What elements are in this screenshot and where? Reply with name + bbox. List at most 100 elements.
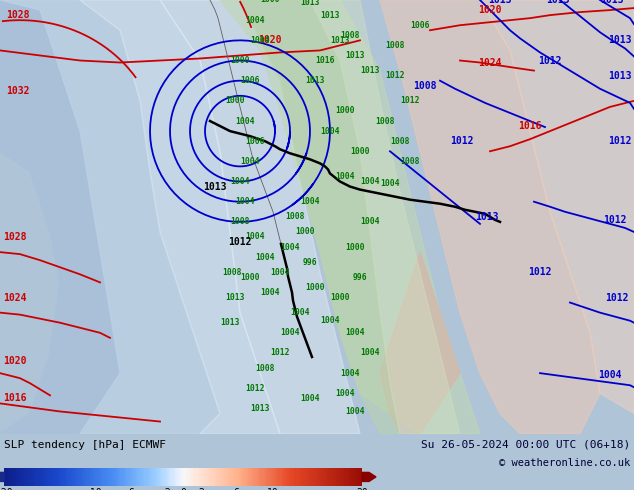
Text: Su 26-05-2024 00:00 UTC (06+18): Su 26-05-2024 00:00 UTC (06+18) xyxy=(421,440,630,450)
Text: 1013: 1013 xyxy=(305,76,325,85)
Text: 1008: 1008 xyxy=(375,117,395,125)
Text: 1004: 1004 xyxy=(360,177,380,186)
Polygon shape xyxy=(80,0,280,434)
Text: 996: 996 xyxy=(353,273,367,282)
Text: 1008: 1008 xyxy=(400,157,420,166)
Text: 1012: 1012 xyxy=(605,293,629,302)
Text: 1013: 1013 xyxy=(301,0,320,6)
Text: 1008: 1008 xyxy=(340,31,359,40)
Text: 1004: 1004 xyxy=(346,328,365,337)
Text: 1000: 1000 xyxy=(305,283,325,292)
Text: 1012: 1012 xyxy=(228,237,252,247)
Text: 1028: 1028 xyxy=(6,10,30,20)
Text: 1006: 1006 xyxy=(410,21,430,30)
Text: 1004: 1004 xyxy=(270,268,290,277)
Polygon shape xyxy=(0,0,120,434)
Text: 1004: 1004 xyxy=(346,407,365,416)
Text: 1004: 1004 xyxy=(250,36,269,45)
Text: 1004: 1004 xyxy=(360,348,380,358)
Text: 1004: 1004 xyxy=(245,16,265,24)
Text: 1008: 1008 xyxy=(413,81,437,91)
Text: 1012: 1012 xyxy=(270,348,290,358)
Text: 1020: 1020 xyxy=(258,35,281,46)
Text: 1013: 1013 xyxy=(608,35,631,46)
Text: 1000: 1000 xyxy=(240,273,260,282)
Polygon shape xyxy=(160,0,360,434)
Text: 6: 6 xyxy=(234,488,240,490)
Text: 1004: 1004 xyxy=(260,288,280,297)
Text: 1020: 1020 xyxy=(478,5,501,15)
Text: 1000: 1000 xyxy=(335,106,355,116)
Text: 1013: 1013 xyxy=(547,0,570,5)
Text: 1008: 1008 xyxy=(223,268,242,277)
Text: 1004: 1004 xyxy=(380,179,400,188)
Text: 1008: 1008 xyxy=(391,137,410,146)
FancyArrow shape xyxy=(0,472,4,482)
Text: 1008: 1008 xyxy=(285,212,305,221)
Text: 996: 996 xyxy=(302,258,317,267)
Text: 1024: 1024 xyxy=(478,57,501,68)
Polygon shape xyxy=(0,0,220,434)
Text: 1013: 1013 xyxy=(488,0,512,5)
Text: 1000: 1000 xyxy=(346,243,365,251)
Text: 1004: 1004 xyxy=(290,308,310,317)
Text: 1013: 1013 xyxy=(330,36,350,45)
Text: 1006: 1006 xyxy=(240,76,260,85)
Text: 1004: 1004 xyxy=(230,177,250,186)
Text: 1013: 1013 xyxy=(204,182,227,192)
Text: -20: -20 xyxy=(0,488,13,490)
Text: 1013: 1013 xyxy=(320,11,340,20)
Text: 1000: 1000 xyxy=(260,0,280,4)
Text: 1004: 1004 xyxy=(335,389,355,398)
Text: 1004: 1004 xyxy=(320,316,340,325)
Text: 1006: 1006 xyxy=(245,137,265,146)
Text: 1020: 1020 xyxy=(3,356,27,366)
Text: 1032: 1032 xyxy=(6,86,30,96)
Text: 1012: 1012 xyxy=(385,71,404,80)
Text: 1013: 1013 xyxy=(476,212,499,222)
Text: 1004: 1004 xyxy=(235,117,255,125)
FancyArrow shape xyxy=(362,472,376,482)
Polygon shape xyxy=(240,0,400,434)
Text: 10: 10 xyxy=(267,488,278,490)
Text: 1004: 1004 xyxy=(598,370,622,380)
Text: 1004: 1004 xyxy=(301,394,320,403)
Text: 1008: 1008 xyxy=(230,218,250,226)
Text: 1013: 1013 xyxy=(608,71,631,81)
Text: 1000: 1000 xyxy=(225,97,245,105)
Text: 1004: 1004 xyxy=(240,157,260,166)
Text: -2: -2 xyxy=(159,488,171,490)
Text: 0: 0 xyxy=(180,488,186,490)
Text: SLP tendency [hPa] ECMWF: SLP tendency [hPa] ECMWF xyxy=(4,440,166,450)
Text: 1004: 1004 xyxy=(280,243,300,251)
Text: 1004: 1004 xyxy=(245,232,265,242)
Text: 1028: 1028 xyxy=(3,232,27,242)
Polygon shape xyxy=(310,0,460,434)
Text: © weatheronline.co.uk: © weatheronline.co.uk xyxy=(499,458,630,468)
Polygon shape xyxy=(220,0,480,434)
Text: 1000: 1000 xyxy=(350,147,370,156)
Text: 1016: 1016 xyxy=(518,121,541,131)
Text: 1013: 1013 xyxy=(600,0,624,5)
Text: 1012: 1012 xyxy=(603,215,627,225)
Text: 1012: 1012 xyxy=(608,136,631,146)
Text: 1013: 1013 xyxy=(220,318,240,327)
Text: 1004: 1004 xyxy=(301,197,320,206)
Text: 1004: 1004 xyxy=(360,218,380,226)
Text: 1004: 1004 xyxy=(335,172,355,181)
Text: 1004: 1004 xyxy=(320,126,340,136)
Text: 1004: 1004 xyxy=(256,253,275,262)
Text: 1004: 1004 xyxy=(235,197,255,206)
Text: 1012: 1012 xyxy=(245,384,265,393)
Text: 1024: 1024 xyxy=(3,293,27,302)
Text: 1013: 1013 xyxy=(250,404,269,413)
Text: -6: -6 xyxy=(124,488,135,490)
Text: 1012: 1012 xyxy=(538,55,562,66)
Text: 2: 2 xyxy=(198,488,204,490)
Text: 1004: 1004 xyxy=(280,328,300,337)
Text: 1004: 1004 xyxy=(340,368,359,378)
Text: 1000: 1000 xyxy=(230,56,250,65)
Text: 1008: 1008 xyxy=(256,364,275,372)
Text: 1000: 1000 xyxy=(295,227,314,237)
Text: 1013: 1013 xyxy=(346,51,365,60)
